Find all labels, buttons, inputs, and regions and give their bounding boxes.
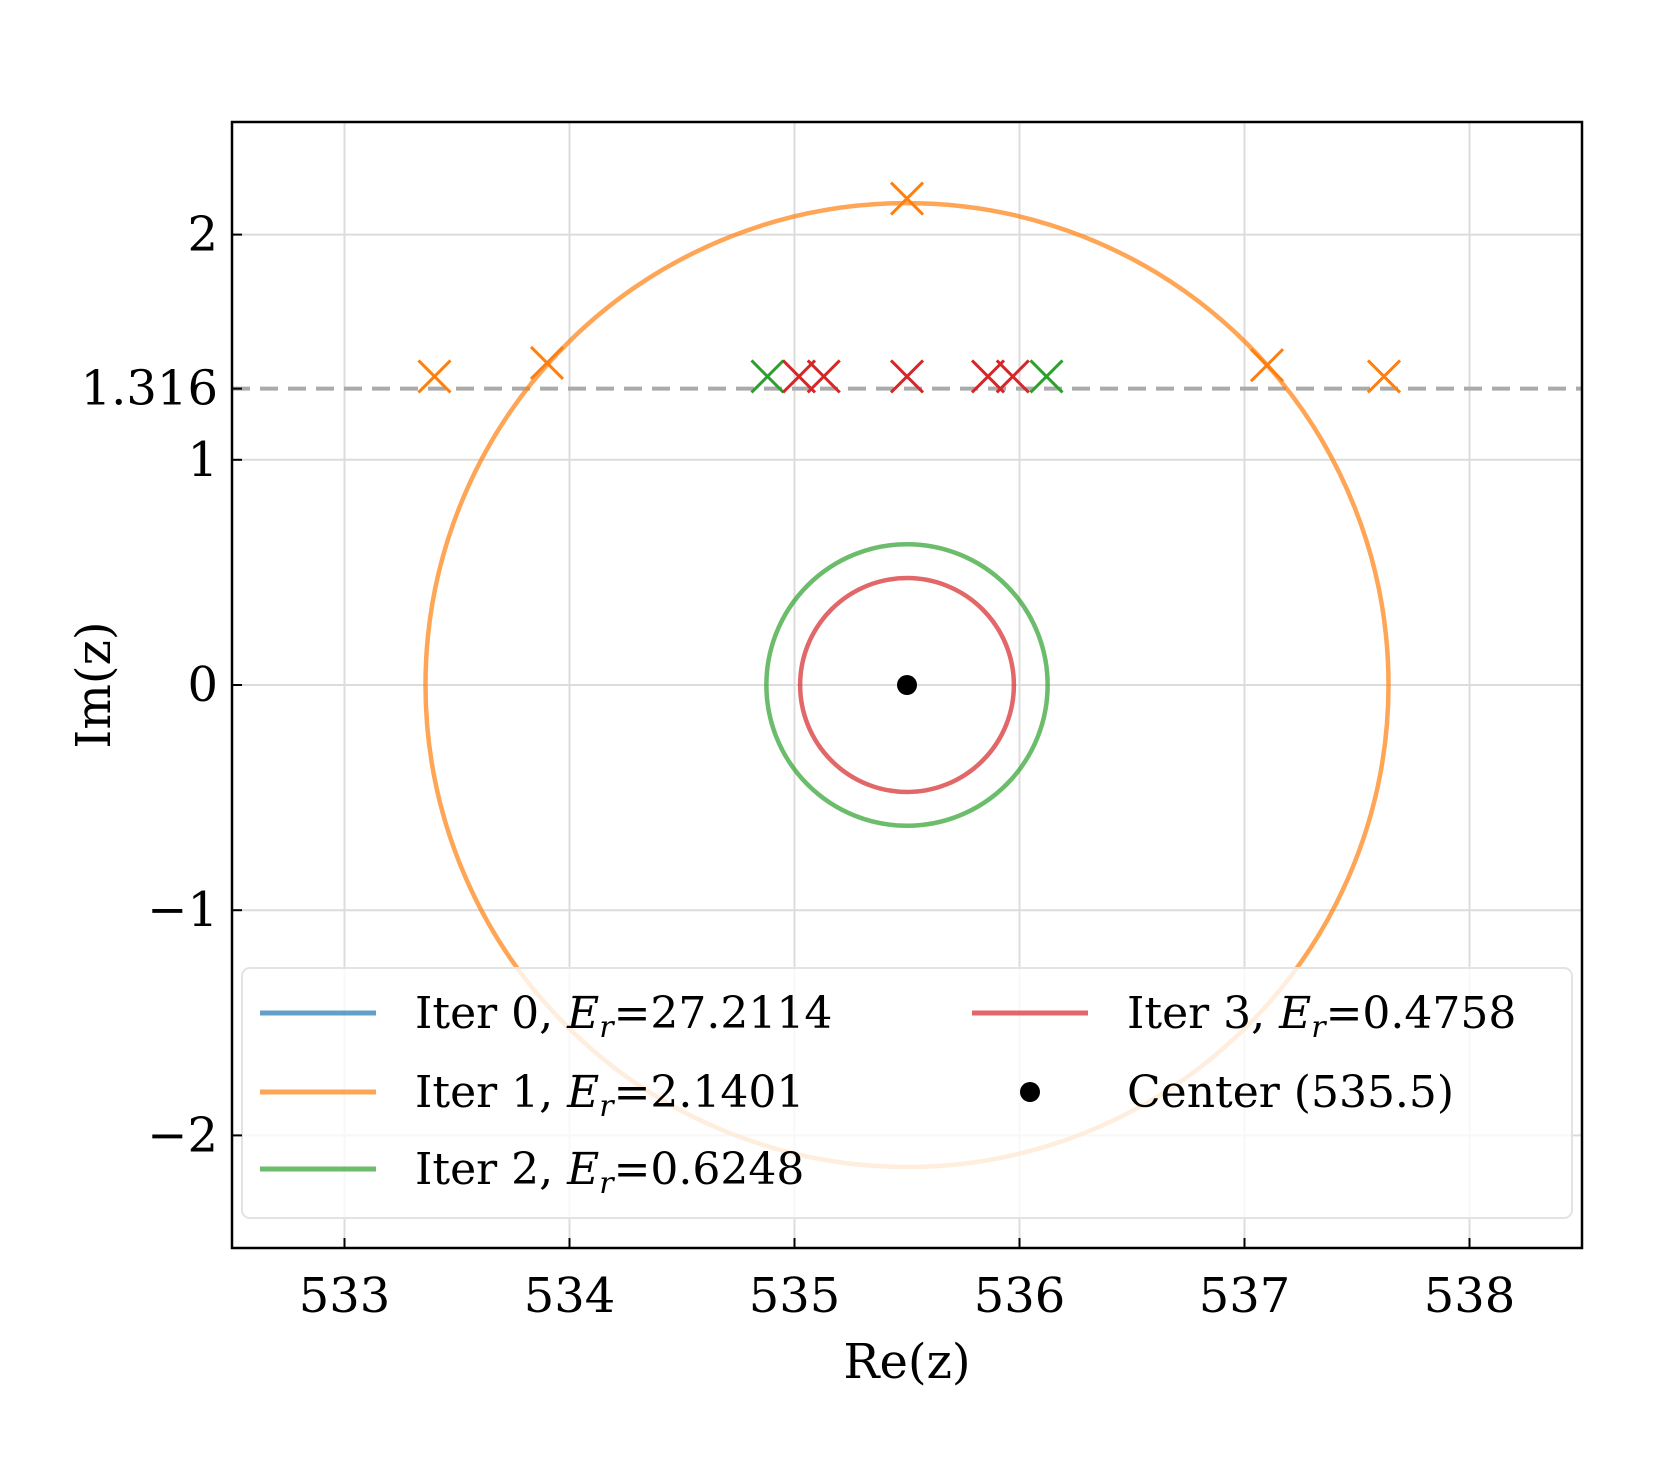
x-marker-stroke xyxy=(995,359,1030,394)
eigenvalue-marker-iter-2 xyxy=(750,359,785,394)
legend-symbol: E xyxy=(566,1144,599,1195)
x-marker-stroke xyxy=(1249,348,1285,383)
legend-item: Iter 3, Er=0.4758 xyxy=(972,988,1516,1045)
x-tick-label: 537 xyxy=(1199,1268,1291,1324)
legend-value: =2.1401 xyxy=(614,1067,805,1118)
y-tick-label: −2 xyxy=(147,1107,218,1163)
legend-prefix: Iter 0, xyxy=(415,988,567,1039)
legend-subscript: r xyxy=(599,1166,615,1201)
legend-item: Iter 0, Er=27.2114 xyxy=(260,988,832,1045)
legend-symbol: E xyxy=(1278,988,1311,1039)
x-tick-label: 533 xyxy=(299,1268,391,1324)
legend-box xyxy=(241,967,1573,1219)
x-marker-stroke xyxy=(529,345,565,381)
legend-value: =0.6248 xyxy=(614,1144,805,1195)
y-tick-label: 2 xyxy=(187,207,218,263)
eigenvalue-marker-iter-1 xyxy=(889,181,925,216)
markers-layer xyxy=(417,181,1402,695)
contour-circle-iter-2 xyxy=(764,542,1050,828)
legend-label: Iter 3, Er=0.4758 xyxy=(1127,988,1516,1045)
legend-label: Iter 1, Er=2.1401 xyxy=(415,1067,804,1124)
x-axis-title: Re(z) xyxy=(843,1334,970,1390)
x-marker-stroke xyxy=(1029,359,1064,394)
legend-prefix: Iter 3, xyxy=(1127,988,1279,1039)
legend-symbol: E xyxy=(566,1067,599,1118)
legend-item: Iter 2, Er=0.6248 xyxy=(260,1144,804,1201)
x-marker-stroke xyxy=(889,181,925,216)
legend-value: =27.2114 xyxy=(614,988,833,1039)
x-marker-stroke xyxy=(750,359,785,394)
legend-subscript: r xyxy=(599,1089,615,1124)
legend-value: =0.4758 xyxy=(1326,988,1517,1039)
legend-symbol: E xyxy=(566,988,599,1039)
legend-label: Center (535.5) xyxy=(1127,1067,1454,1118)
eigenvalue-marker-iter-1 xyxy=(417,359,452,394)
legend-item: Iter 1, Er=2.1401 xyxy=(260,1067,804,1124)
y-tick-label: −1 xyxy=(147,882,218,938)
legend-label: Iter 0, Er=27.2114 xyxy=(415,988,832,1045)
x-marker-stroke xyxy=(970,359,1006,394)
y-tick-label: 0 xyxy=(187,657,218,713)
x-marker-stroke xyxy=(806,359,841,394)
x-tick-label: 535 xyxy=(749,1268,841,1324)
legend-subscript: r xyxy=(599,1010,615,1045)
legend-center-dot xyxy=(1020,1082,1040,1102)
y-tick-label: 1.316 xyxy=(81,361,218,417)
ticks: 533 534 535 536 537 538 −2 −1 0 1 1.316 2 xyxy=(81,207,1516,1324)
x-marker-stroke xyxy=(1366,359,1402,394)
eigenvalue-marker-iter-1 xyxy=(1249,348,1285,383)
eigenvalue-marker-iter-3 xyxy=(995,359,1030,394)
y-tick-label: 1 xyxy=(187,432,218,488)
contour-circle-iter-3 xyxy=(797,575,1017,795)
x-tick-label: 536 xyxy=(974,1268,1066,1324)
x-marker-stroke xyxy=(889,359,925,394)
eigenvalue-marker-iter-1 xyxy=(529,345,565,381)
eigenvalue-marker-iter-3 xyxy=(781,359,817,394)
eigenvalue-marker-iter-2 xyxy=(1029,359,1064,394)
center-point xyxy=(897,675,917,695)
legend-prefix: Iter 1, xyxy=(415,1067,567,1118)
x-marker-stroke xyxy=(781,359,817,394)
legend-prefix: Iter 2, xyxy=(415,1144,567,1195)
eigenvalue-marker-iter-3 xyxy=(970,359,1006,394)
legend-subscript: r xyxy=(1311,1010,1327,1045)
x-tick-label: 538 xyxy=(1424,1268,1516,1324)
legend-label: Iter 2, Er=0.6248 xyxy=(415,1144,804,1201)
x-tick-label: 534 xyxy=(524,1268,616,1324)
legend-item: Center (535.5) xyxy=(1020,1067,1454,1118)
x-marker-stroke xyxy=(417,359,452,394)
y-axis-title: Im(z) xyxy=(66,621,122,748)
eigenvalue-marker-iter-3 xyxy=(806,359,841,394)
eigenvalue-marker-iter-3 xyxy=(889,359,925,394)
eigenvalue-marker-iter-1 xyxy=(1366,359,1402,394)
